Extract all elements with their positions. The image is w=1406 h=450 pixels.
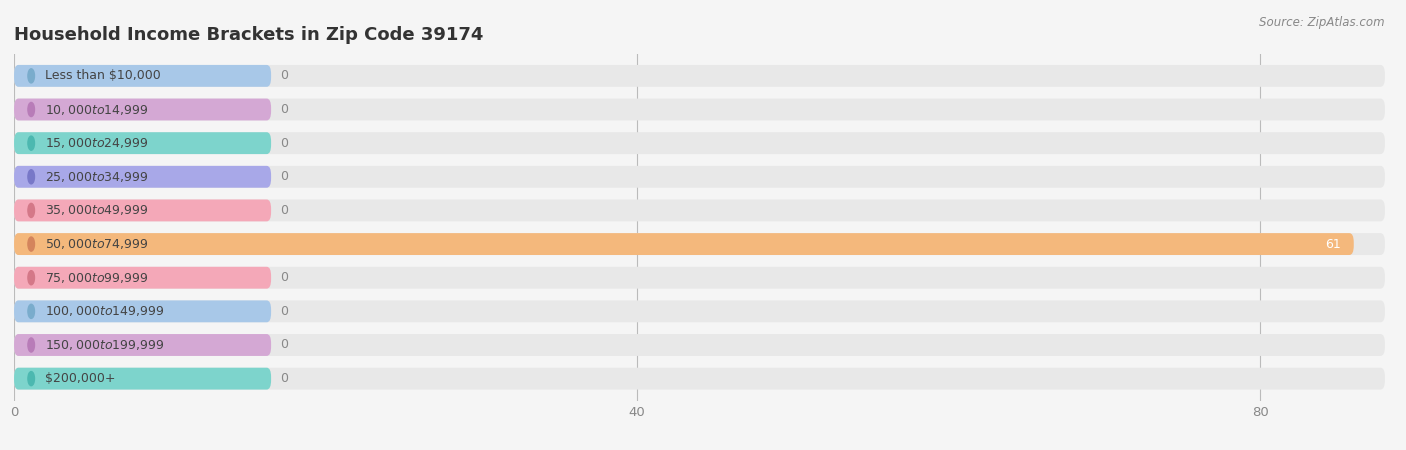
Text: $75,000 to $99,999: $75,000 to $99,999	[45, 271, 149, 285]
FancyBboxPatch shape	[14, 301, 1385, 322]
FancyBboxPatch shape	[14, 199, 271, 221]
Text: 0: 0	[280, 271, 288, 284]
FancyBboxPatch shape	[14, 65, 271, 87]
Text: 0: 0	[280, 69, 288, 82]
FancyBboxPatch shape	[14, 199, 1385, 221]
Text: $35,000 to $49,999: $35,000 to $49,999	[45, 203, 149, 217]
FancyBboxPatch shape	[14, 132, 271, 154]
Text: 0: 0	[280, 137, 288, 150]
Text: 0: 0	[280, 204, 288, 217]
Circle shape	[28, 304, 35, 319]
Text: Household Income Brackets in Zip Code 39174: Household Income Brackets in Zip Code 39…	[14, 26, 484, 44]
FancyBboxPatch shape	[14, 368, 1385, 390]
FancyBboxPatch shape	[14, 301, 271, 322]
FancyBboxPatch shape	[14, 166, 271, 188]
FancyBboxPatch shape	[14, 166, 1385, 188]
FancyBboxPatch shape	[14, 99, 271, 121]
Text: $50,000 to $74,999: $50,000 to $74,999	[45, 237, 149, 251]
FancyBboxPatch shape	[14, 132, 1385, 154]
FancyBboxPatch shape	[14, 65, 1385, 87]
FancyBboxPatch shape	[14, 334, 271, 356]
Text: 0: 0	[280, 372, 288, 385]
Text: $15,000 to $24,999: $15,000 to $24,999	[45, 136, 149, 150]
Text: $200,000+: $200,000+	[45, 372, 115, 385]
Text: Source: ZipAtlas.com: Source: ZipAtlas.com	[1260, 16, 1385, 29]
Circle shape	[28, 338, 35, 352]
Circle shape	[28, 203, 35, 217]
FancyBboxPatch shape	[14, 334, 1385, 356]
Circle shape	[28, 103, 35, 117]
FancyBboxPatch shape	[14, 233, 1354, 255]
FancyBboxPatch shape	[14, 233, 1385, 255]
FancyBboxPatch shape	[14, 267, 1385, 288]
Text: $150,000 to $199,999: $150,000 to $199,999	[45, 338, 165, 352]
FancyBboxPatch shape	[14, 267, 271, 288]
Text: 61: 61	[1326, 238, 1341, 251]
Text: Less than $10,000: Less than $10,000	[45, 69, 160, 82]
Text: $10,000 to $14,999: $10,000 to $14,999	[45, 103, 149, 117]
FancyBboxPatch shape	[14, 368, 271, 390]
Circle shape	[28, 136, 35, 150]
Text: 0: 0	[280, 170, 288, 183]
Text: $100,000 to $149,999: $100,000 to $149,999	[45, 304, 165, 318]
Text: $25,000 to $34,999: $25,000 to $34,999	[45, 170, 149, 184]
Text: 0: 0	[280, 103, 288, 116]
Circle shape	[28, 372, 35, 386]
Circle shape	[28, 270, 35, 285]
Circle shape	[28, 170, 35, 184]
Circle shape	[28, 237, 35, 251]
Text: 0: 0	[280, 305, 288, 318]
Circle shape	[28, 69, 35, 83]
FancyBboxPatch shape	[14, 99, 1385, 121]
Text: 0: 0	[280, 338, 288, 351]
